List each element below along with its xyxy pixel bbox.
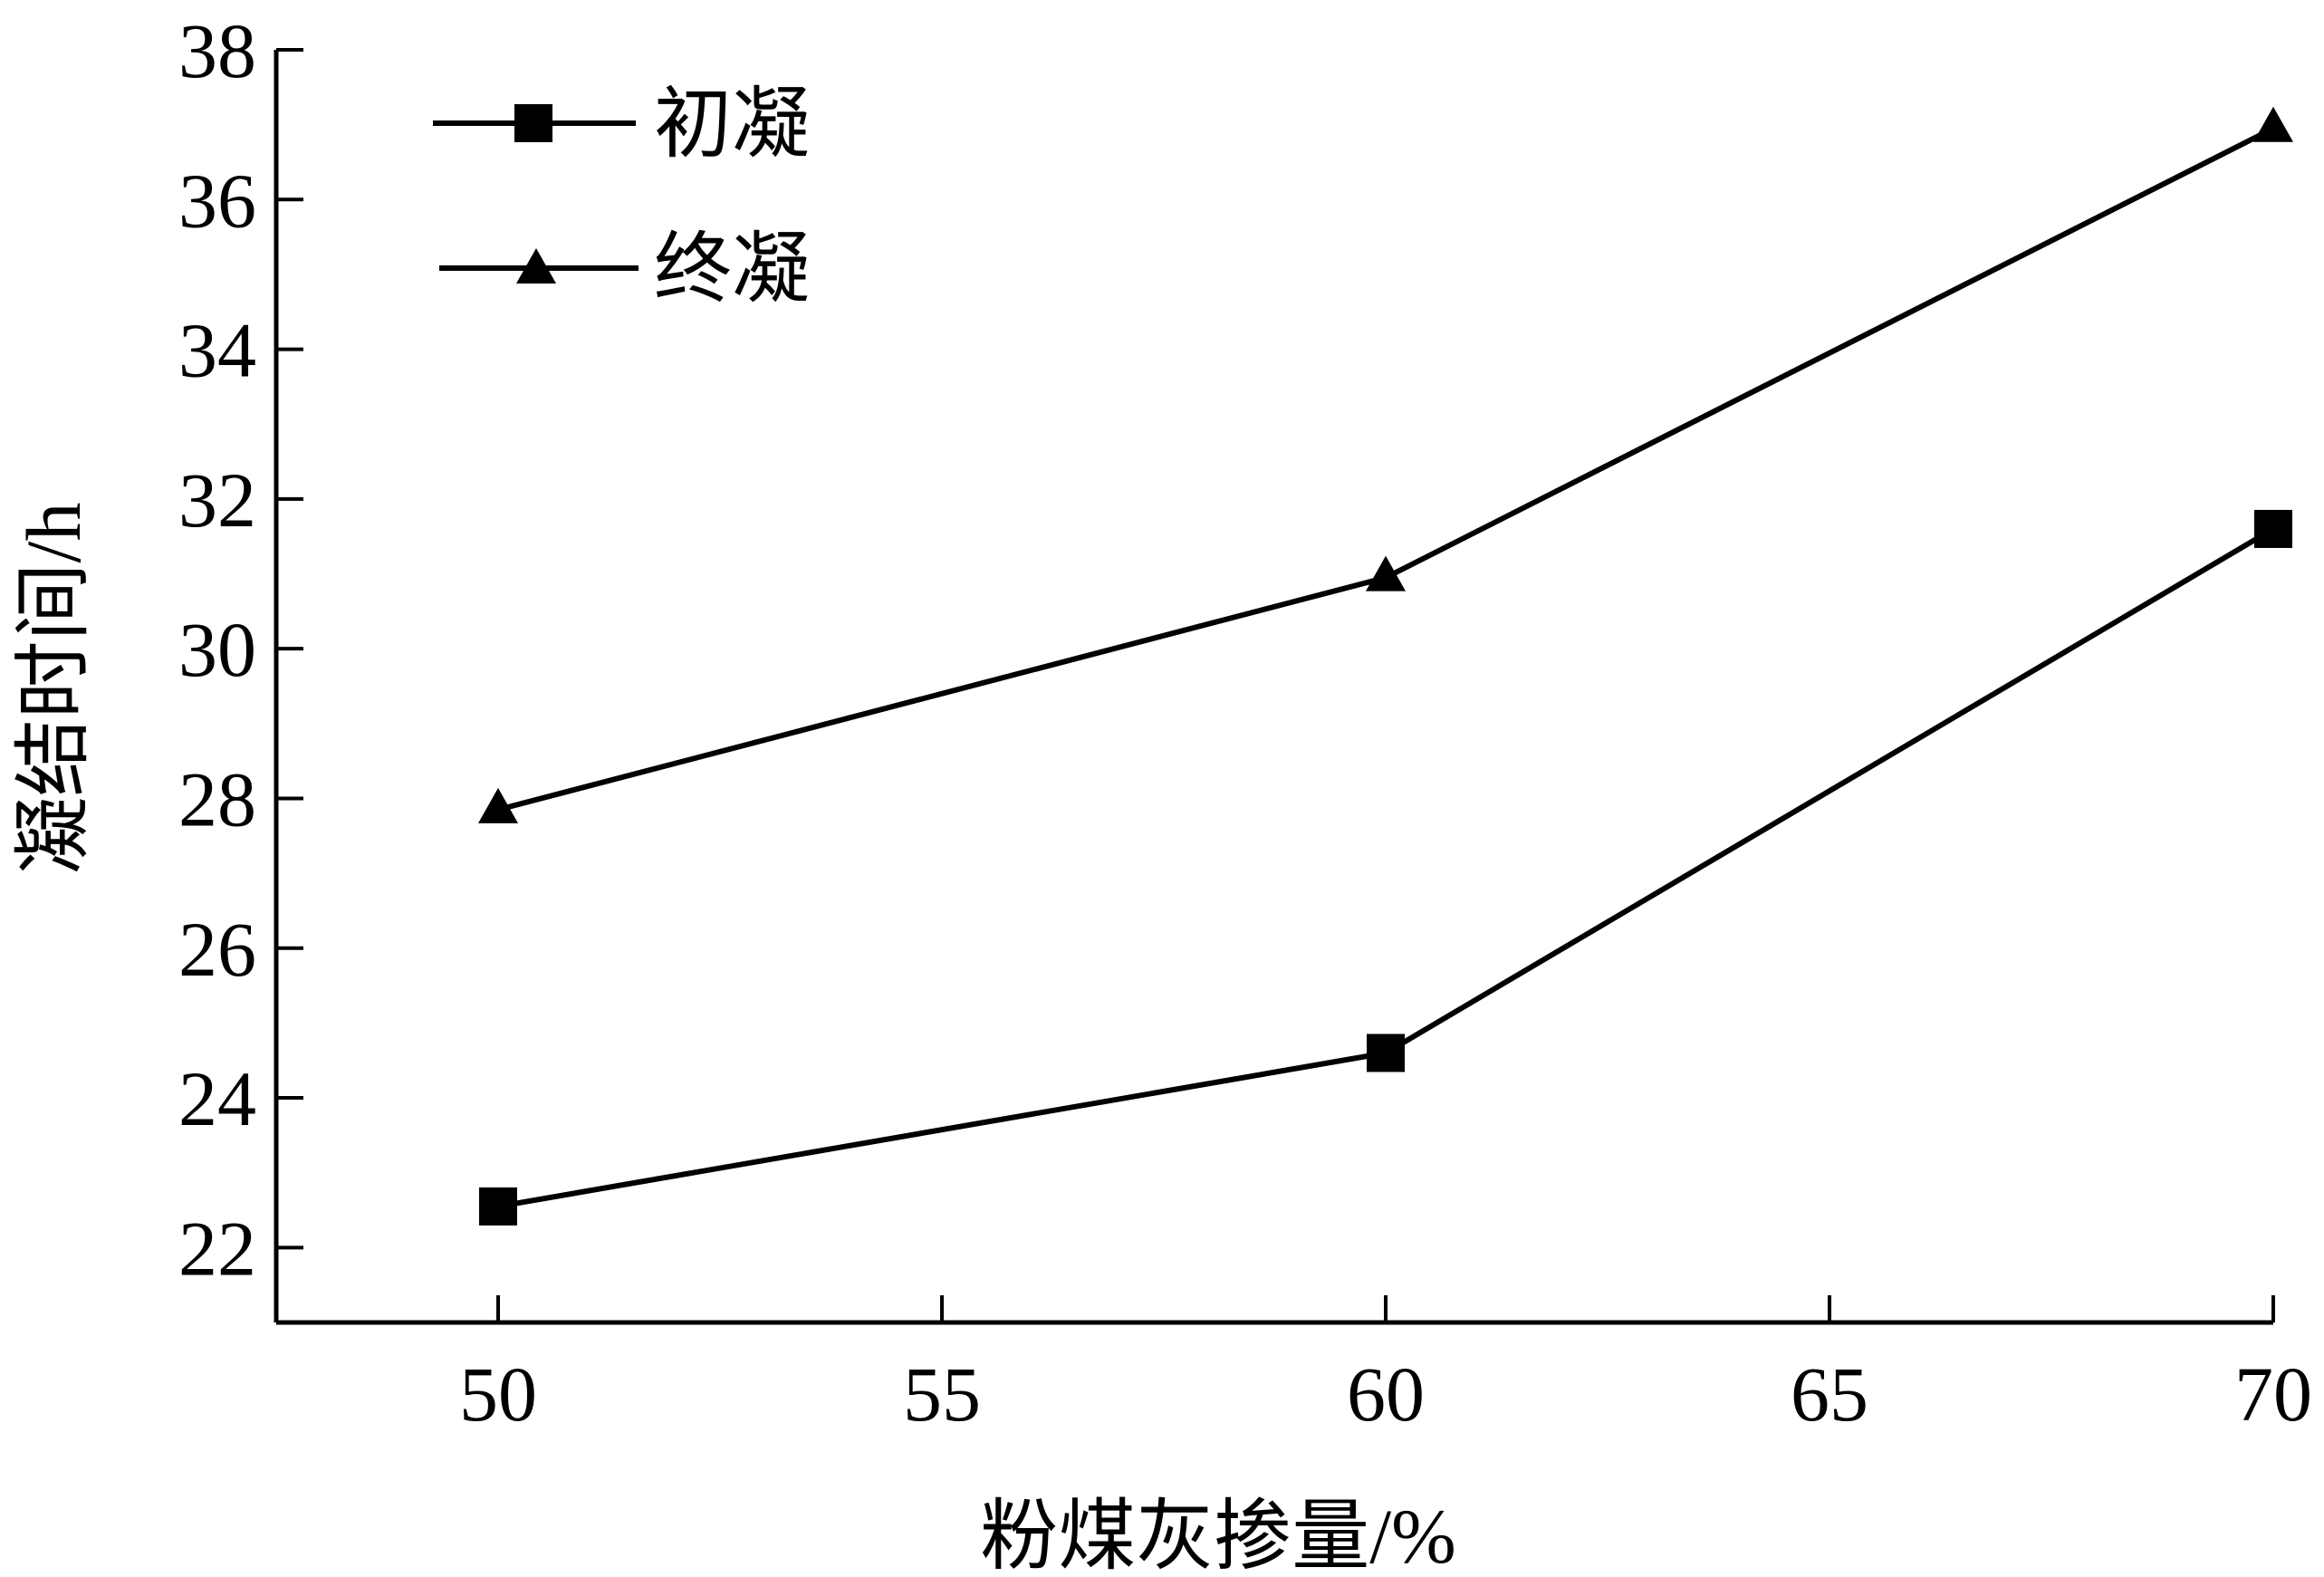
x-axis-title: 粉煤灰掺量/%	[980, 1493, 1456, 1577]
series-0-point-0	[479, 1187, 517, 1226]
x-tick-label-55: 55	[903, 1351, 981, 1438]
series-0-point-1	[1367, 1034, 1405, 1072]
y-tick-label-22: 22	[178, 1205, 256, 1292]
x-tick-label-70: 70	[2234, 1351, 2312, 1438]
series-0-point-2	[2254, 509, 2292, 548]
series-1-point-2	[2253, 106, 2293, 142]
y-tick-label-30: 30	[178, 606, 256, 693]
x-tick-label-65: 65	[1791, 1351, 1868, 1438]
legend-triangle-marker	[516, 248, 556, 284]
series-layer	[478, 106, 2293, 1226]
y-tick-label-34: 34	[178, 307, 256, 394]
legend: 初凝 终凝	[433, 81, 810, 313]
x-tick-label-60: 60	[1347, 1351, 1425, 1438]
series-line-0	[497, 526, 2275, 1209]
legend-item-final-set: 终凝	[439, 226, 810, 313]
axes	[274, 50, 2273, 1325]
x-tick-label-50: 50	[459, 1351, 537, 1438]
y-tick-label-24: 24	[178, 1055, 256, 1142]
y-tick-label-36: 36	[178, 157, 256, 244]
y-axis-title: 凝结时间/h	[10, 503, 97, 875]
legend-label-initial-set: 初凝	[654, 81, 810, 168]
y-tick-label-32: 32	[178, 457, 256, 543]
y-tick-label-38: 38	[178, 7, 256, 94]
series-1-point-1	[1366, 555, 1406, 591]
legend-item-initial-set: 初凝	[433, 81, 810, 168]
y-ticks: 22 24 26 28 30 32 34 36 38	[178, 7, 303, 1292]
y-tick-label-26: 26	[178, 906, 256, 993]
legend-square-marker	[514, 104, 552, 142]
x-ticks: 50 55 60 65 70	[459, 1295, 2312, 1438]
legend-label-final-set: 终凝	[654, 226, 810, 313]
series-1-point-0	[478, 787, 518, 823]
y-tick-label-28: 28	[178, 755, 256, 842]
